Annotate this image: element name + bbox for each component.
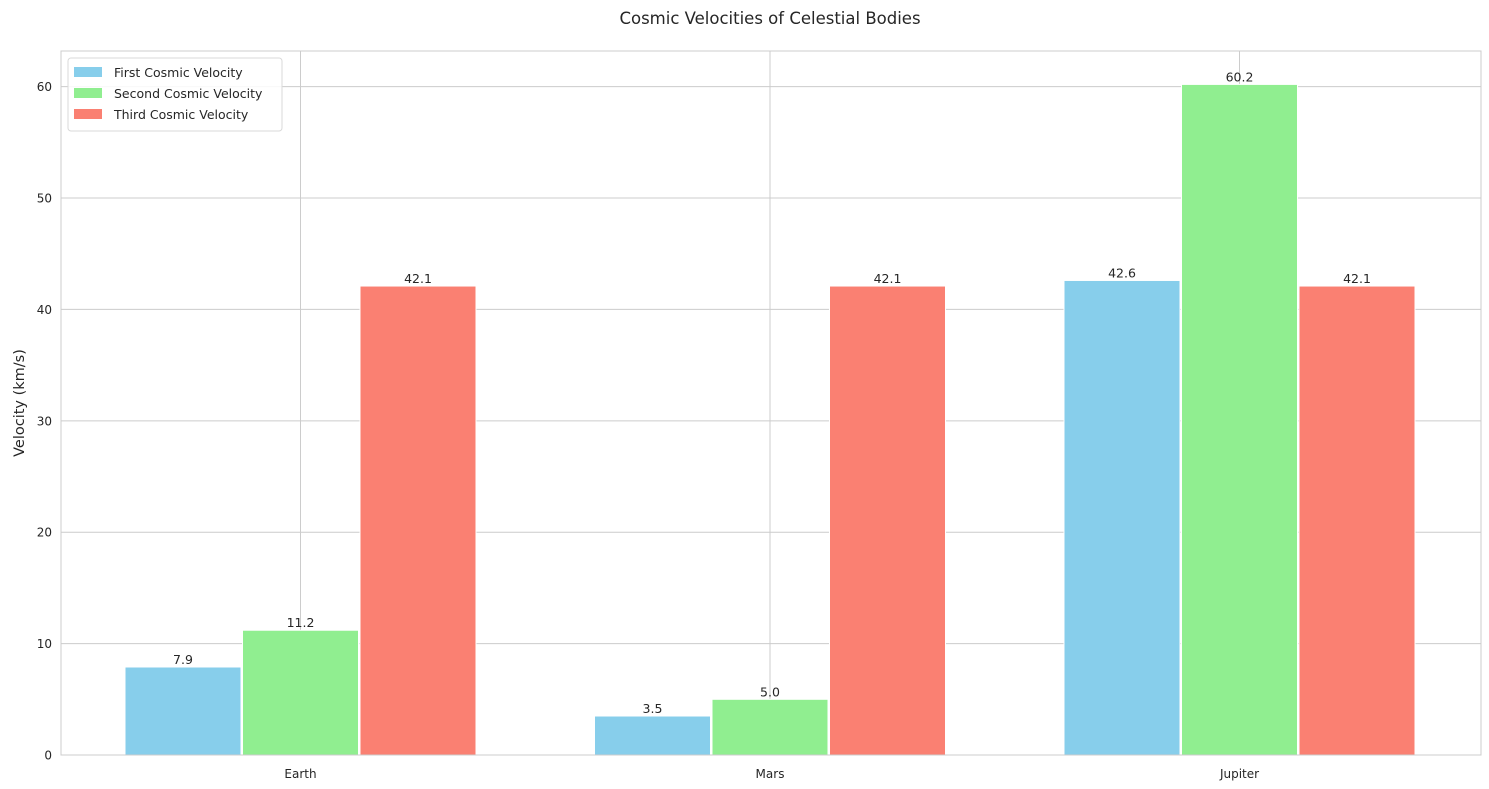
legend-swatch <box>74 67 102 77</box>
y-tick-label: 30 <box>37 414 52 428</box>
bar-third-cosmic-velocity-earth <box>359 285 477 756</box>
legend: First Cosmic Velocity Second Cosmic Veloc… <box>67 57 283 132</box>
x-tick-label: Mars <box>756 767 785 781</box>
bar-first-cosmic-velocity-mars <box>594 715 711 756</box>
x-tick-label: Earth <box>284 767 316 781</box>
y-axis-label: Velocity (km/s) <box>12 349 28 457</box>
bar-third-cosmic-velocity-jupiter <box>1298 285 1416 756</box>
bar-value-label: 42.1 <box>404 271 432 286</box>
plot-frame <box>60 50 1482 756</box>
legend-box <box>67 57 283 132</box>
bar-value-label: 42.1 <box>874 271 902 286</box>
bar-third-cosmic-velocity-mars <box>829 285 946 756</box>
tick-labels: 0 10 20 30 40 50 60 Earth Mars Jupiter <box>37 80 1259 781</box>
legend-swatch <box>74 109 102 119</box>
y-tick-label: 40 <box>37 303 52 317</box>
legend-label: Third Cosmic Velocity <box>113 107 249 122</box>
legend-label: First Cosmic Velocity <box>114 65 243 80</box>
bar-value-label: 60.2 <box>1226 69 1254 84</box>
y-tick-label: 20 <box>37 526 52 540</box>
bar-first-cosmic-velocity-earth <box>124 666 242 756</box>
bar-value-label: 3.5 <box>643 701 663 716</box>
bar-first-cosmic-velocity-jupiter <box>1063 279 1181 756</box>
y-tick-label: 10 <box>37 637 52 651</box>
y-tick-label: 60 <box>37 80 52 94</box>
chart-title: Cosmic Velocities of Celestial Bodies <box>619 9 920 28</box>
bar-second-cosmic-velocity-mars <box>711 698 829 756</box>
bar-value-label: 42.1 <box>1343 271 1371 286</box>
bar-second-cosmic-velocity-earth <box>242 629 359 756</box>
data-labels: 7.9 3.5 42.6 11.2 5.0 60.2 42.1 42.1 42.1 <box>173 69 1371 716</box>
bar-second-cosmic-velocity-jupiter <box>1181 83 1298 756</box>
bar-value-label: 42.6 <box>1108 265 1136 280</box>
bar-value-label: 5.0 <box>760 684 780 699</box>
bar-value-label: 7.9 <box>173 652 193 667</box>
y-tick-label: 0 <box>44 749 52 763</box>
legend-label: Second Cosmic Velocity <box>114 86 263 101</box>
y-tick-label: 50 <box>37 192 52 206</box>
bars <box>124 83 1416 756</box>
legend-swatch <box>74 88 102 98</box>
bar-value-label: 11.2 <box>287 615 315 630</box>
x-tick-label: Jupiter <box>1219 767 1259 781</box>
